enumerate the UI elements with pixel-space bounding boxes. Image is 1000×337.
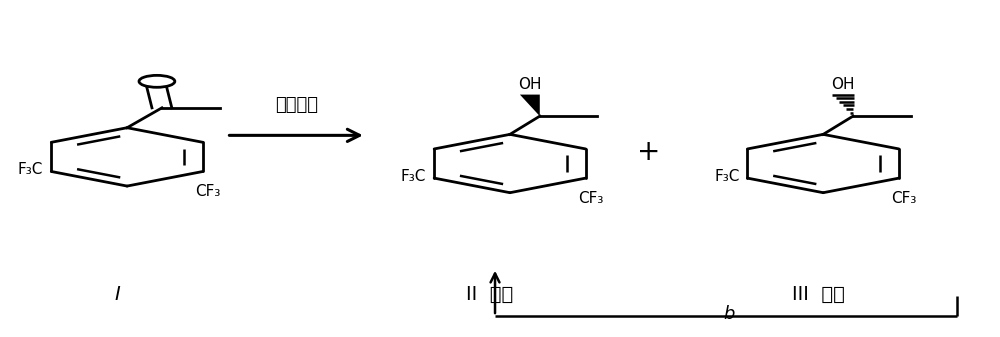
Text: III  次要: III 次要 bbox=[792, 285, 845, 304]
Text: F₃C: F₃C bbox=[18, 162, 43, 177]
Text: II  主要: II 主要 bbox=[466, 285, 514, 304]
Text: CF₃: CF₃ bbox=[891, 191, 917, 206]
Text: F₃C: F₃C bbox=[401, 169, 426, 184]
Text: 面包酵母: 面包酵母 bbox=[275, 96, 318, 114]
Text: OH: OH bbox=[518, 77, 542, 92]
Text: OH: OH bbox=[831, 77, 855, 92]
Text: +: + bbox=[637, 138, 661, 166]
Text: I: I bbox=[114, 285, 120, 304]
Text: F₃C: F₃C bbox=[714, 169, 739, 184]
Text: CF₃: CF₃ bbox=[195, 184, 221, 199]
Text: b: b bbox=[723, 305, 734, 323]
Text: CF₃: CF₃ bbox=[578, 191, 603, 206]
Polygon shape bbox=[520, 95, 540, 116]
